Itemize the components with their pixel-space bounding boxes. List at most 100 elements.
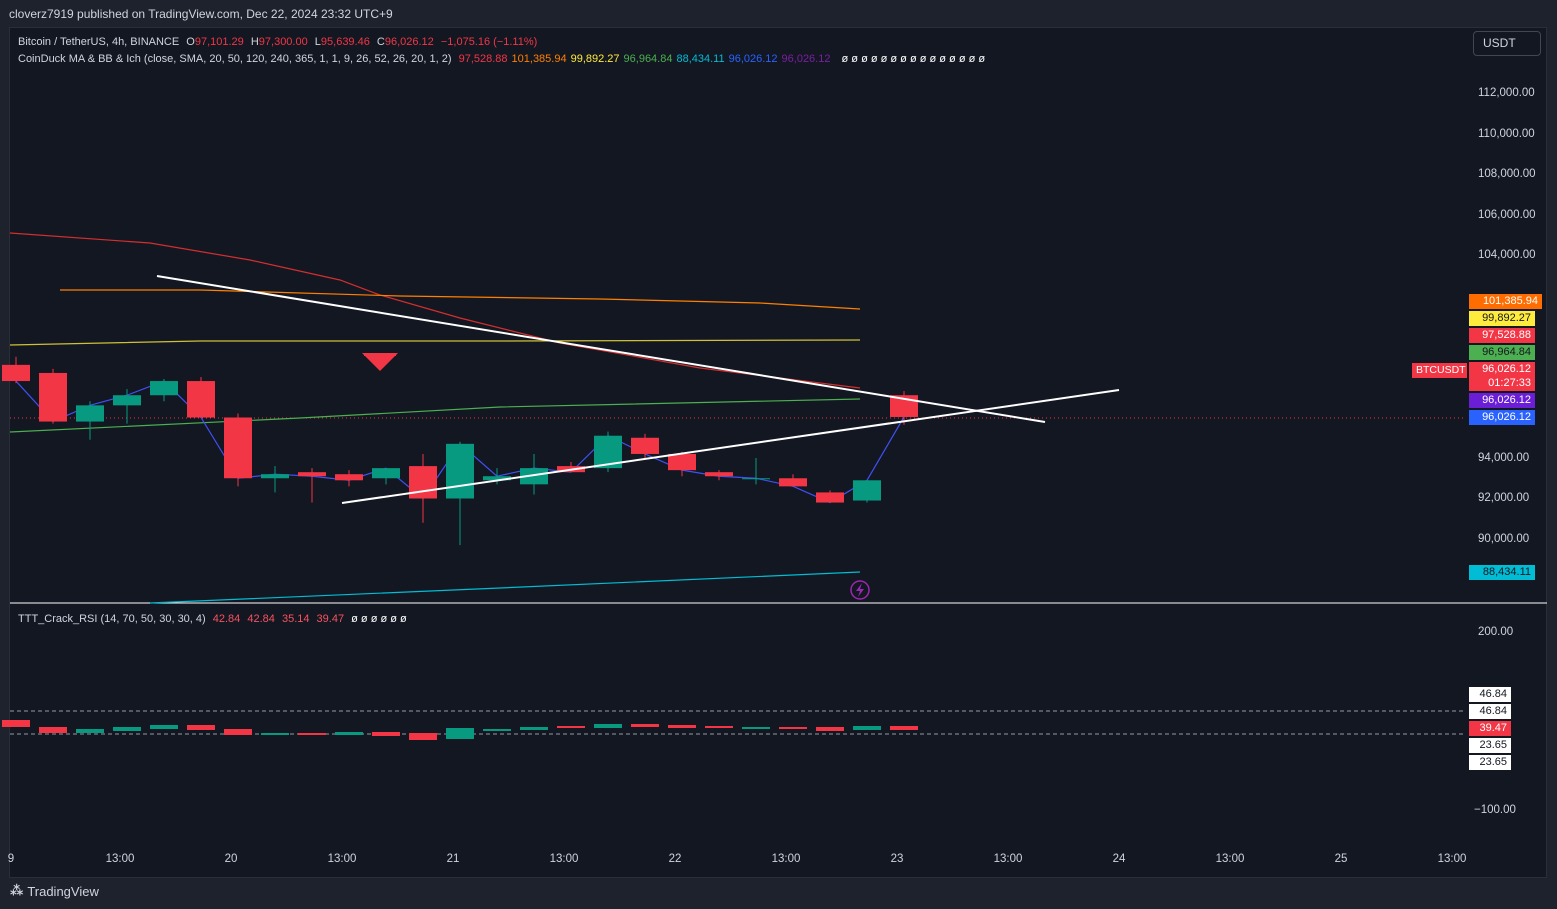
rsi-bar: [224, 729, 252, 735]
time-tick: 13:00: [1215, 853, 1245, 865]
candle-down: [224, 417, 252, 479]
time-tick: 22: [668, 853, 682, 865]
rsi-bar: [261, 733, 289, 735]
indicator-value: 97,528.88: [458, 53, 508, 65]
candle-down: [298, 472, 326, 477]
price-tick: 90,000.00: [1478, 533, 1530, 545]
candle-down: [39, 372, 67, 422]
ohlc-low: L95,639.46: [315, 36, 370, 48]
rsi-bar: [150, 725, 178, 729]
lightning-icon: [856, 583, 864, 597]
time-tick: 13:00: [771, 853, 801, 865]
rsi-pane: [2, 710, 1466, 740]
chart-frame: [9, 27, 1547, 878]
rsi-bar: [298, 733, 326, 735]
o-value: 97,101.29: [194, 36, 244, 48]
rsi-bar: [742, 727, 770, 729]
indicator-value: 88,434.11: [676, 53, 725, 65]
rsi-bar: [335, 732, 363, 735]
rsi-bar: [853, 726, 881, 730]
price-tick: 110,000.00: [1478, 128, 1535, 140]
tradingview-logo[interactable]: ⁂ TradingView: [10, 883, 99, 899]
price-tick: 104,000.00: [1478, 249, 1536, 261]
time-tick: 21: [446, 853, 460, 865]
time-tick: 23: [890, 853, 904, 865]
ma-red-line: [9, 232, 861, 389]
rsi-tick: −100.00: [1474, 804, 1516, 816]
rsi-bar: [446, 728, 474, 739]
ma-yellow-line: [9, 339, 861, 346]
ohlc-open: O97,101.29: [186, 36, 244, 48]
indicator-value: 96,026.12: [781, 53, 831, 65]
ascending-trendline: [341, 389, 1120, 504]
candles: [2, 356, 918, 546]
candle-down: [816, 492, 844, 503]
candle-up: [853, 480, 881, 501]
tradingview-logo-text: TradingView: [27, 883, 99, 899]
time-tick: 13:00: [549, 853, 579, 865]
indicator-lines: [9, 232, 905, 604]
price-label-ma: 101,385.94: [1469, 294, 1542, 309]
indicator-title[interactable]: CoinDuck MA & BB & Ich (close, SMA, 20, …: [18, 53, 452, 65]
price-tick: 112,000.00: [1478, 87, 1535, 99]
rsi-bar: [372, 732, 400, 736]
h-label: H: [250, 36, 259, 48]
c-value: 96,026.12: [384, 36, 434, 48]
descending-trendline: [156, 275, 1046, 423]
rsi-label: 23.65: [1469, 755, 1511, 770]
main-legend: Bitcoin / TetherUS, 4h, BINANCE O97,101.…: [18, 36, 541, 48]
price-label-cyan: 88,434.11: [1469, 565, 1535, 580]
l-value: 95,639.46: [320, 36, 370, 48]
lightning-icon: [850, 580, 870, 600]
rsi-bar: [409, 733, 437, 740]
price-label-purple: 96,026.12: [1469, 393, 1535, 408]
signal-arrow-bar: [364, 353, 396, 356]
candle-down: [187, 381, 215, 418]
rsi-bar: [2, 720, 30, 727]
indicator-empty-values: ø ø ø ø ø ø ø ø ø ø ø ø ø ø ø: [841, 53, 986, 65]
footer-bar: [0, 878, 1557, 909]
l-label: L: [314, 36, 321, 48]
candle-up: [483, 476, 511, 481]
price-tick: 108,000.00: [1478, 168, 1536, 180]
candle-up: [76, 405, 104, 422]
rsi-value: 39.47: [316, 613, 345, 625]
rsi-title[interactable]: TTT_Crack_RSI (14, 70, 50, 30, 30, 4): [18, 613, 206, 625]
rsi-value: 42.84: [212, 613, 241, 625]
rsi-label: 46.84: [1469, 704, 1511, 719]
candle-down: [2, 364, 30, 382]
candle-down: [668, 453, 696, 471]
drawings[interactable]: [156, 275, 1120, 600]
time-tick: 25: [1334, 853, 1348, 865]
tradingview-logo-icon: ⁂: [10, 883, 23, 898]
price-label-blue: 96,026.12: [1469, 410, 1535, 425]
ma-green-line: [9, 398, 861, 433]
rsi-label: 46.84: [1469, 687, 1511, 702]
last-price-label: 96,026.12: [1469, 362, 1535, 377]
h-value: 97,300.00: [258, 36, 308, 48]
ma-orange-line: [60, 289, 861, 310]
price-label-ma: 96,964.84: [1469, 345, 1535, 360]
rsi-value: 42.84: [247, 613, 275, 625]
rsi-bar: [520, 727, 548, 730]
rsi-label: 23.65: [1469, 738, 1511, 753]
candle-up: [742, 478, 770, 480]
time-tick: 20: [224, 853, 238, 865]
symbol-title[interactable]: Bitcoin / TetherUS, 4h, BINANCE: [18, 36, 180, 48]
time-tick: 9: [7, 853, 15, 865]
ohlc-close: C96,026.12: [377, 36, 434, 48]
indicator-value: 96,964.84: [623, 53, 673, 65]
rsi-bar: [668, 725, 696, 728]
rsi-bar: [816, 727, 844, 731]
time-tick: 13:00: [105, 853, 135, 865]
currency-button[interactable]: USDT: [1473, 31, 1541, 56]
grid: [10, 417, 1547, 604]
indicator-legend: CoinDuck MA & BB & Ich (close, SMA, 20, …: [18, 53, 989, 65]
rsi-legend: TTT_Crack_RSI (14, 70, 50, 30, 30, 4) 42…: [18, 613, 411, 625]
published-info: cloverz7919 published on TradingView.com…: [0, 0, 1557, 27]
candle-up: [150, 381, 178, 396]
candle-down: [779, 478, 807, 487]
candle-up: [520, 468, 548, 485]
rsi-bar: [594, 724, 622, 728]
